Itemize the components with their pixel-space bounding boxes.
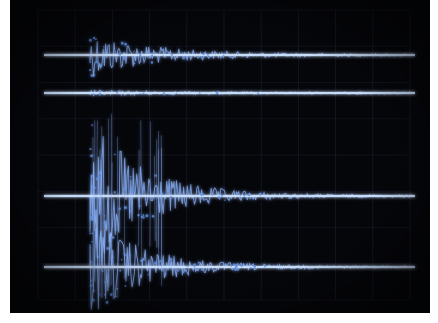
oscilloscope-screen — [10, 0, 430, 313]
waveform-display — [10, 0, 430, 313]
screen-vignette — [10, 0, 430, 313]
photo-bottom-edge — [0, 313, 438, 323]
